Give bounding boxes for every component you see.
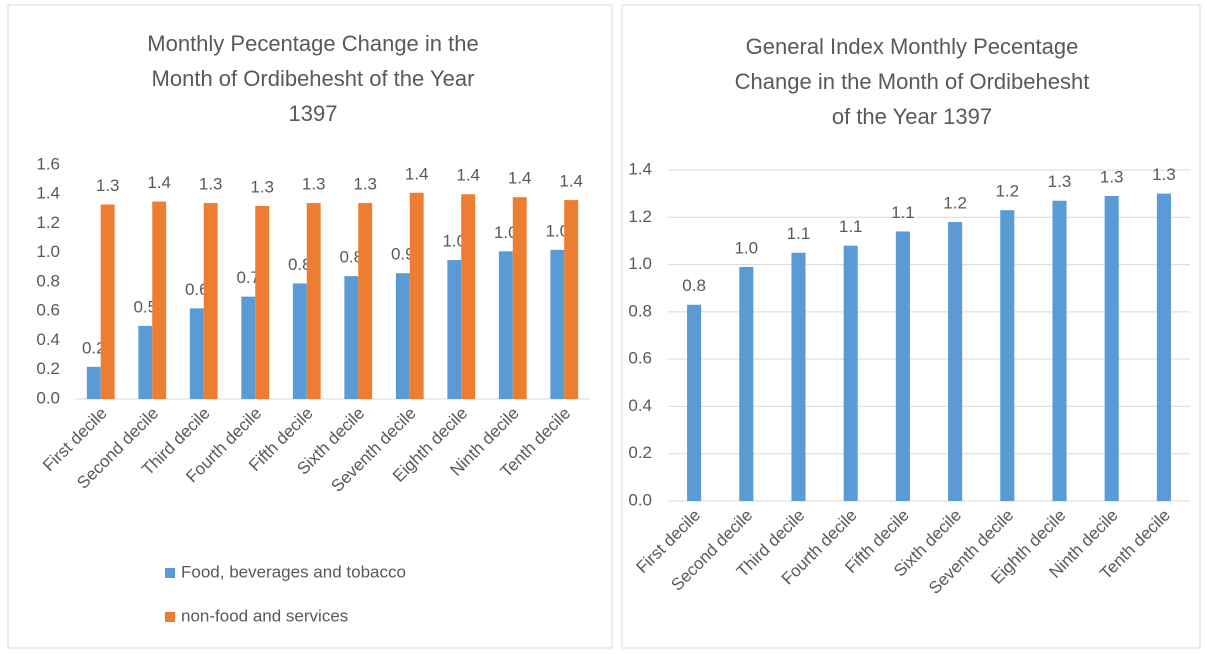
data-label: 1.4 — [147, 173, 171, 192]
bar — [687, 304, 702, 501]
data-label: 0.5 — [133, 297, 157, 316]
bar — [447, 260, 462, 399]
data-label: 1.2 — [943, 193, 967, 212]
data-label: 1.2 — [995, 182, 1019, 201]
chart-title: Change in the Month of Ordibehesht — [735, 69, 1090, 94]
y-tick-label: 0.0 — [36, 388, 60, 407]
y-tick-label: 0.8 — [628, 301, 652, 320]
bar — [138, 325, 153, 399]
data-label: 0.8 — [682, 276, 706, 295]
y-tick-label: 0.2 — [36, 359, 60, 378]
chart-title: 1397 — [289, 101, 338, 126]
data-label: 1.3 — [199, 175, 223, 194]
bar — [152, 201, 167, 399]
y-tick-label: 1.2 — [628, 207, 652, 226]
bar — [564, 200, 579, 399]
data-label: 0.7 — [236, 268, 260, 287]
chart-title: Monthly Pecentage Change in the — [147, 31, 478, 56]
data-label: 1.4 — [508, 169, 532, 188]
legend-swatch — [165, 612, 175, 622]
y-tick-label: 1.6 — [36, 154, 60, 173]
bar — [358, 203, 373, 399]
y-tick-label: 0.2 — [628, 443, 652, 462]
data-label: 1.0 — [442, 232, 466, 251]
bar — [843, 245, 858, 501]
data-label: 1.3 — [96, 176, 120, 195]
bar — [1000, 210, 1015, 501]
data-label: 0.8 — [288, 255, 312, 274]
data-label: 1.3 — [250, 177, 274, 196]
data-label: 1.0 — [734, 238, 758, 257]
data-label: 1.4 — [405, 164, 429, 183]
y-tick-label: 1.2 — [36, 213, 60, 232]
legend-label: Food, beverages and tobacco — [181, 562, 406, 581]
data-label: 1.3 — [1100, 167, 1124, 186]
bar — [1156, 193, 1171, 501]
bar — [739, 266, 754, 501]
bar — [189, 308, 204, 399]
bar — [550, 249, 565, 399]
data-label: 1.1 — [787, 224, 811, 243]
data-label: 1.4 — [456, 166, 480, 185]
data-label: 1.3 — [1048, 172, 1072, 191]
legend-label: non-food and services — [181, 606, 348, 625]
bar — [86, 366, 101, 399]
bar — [498, 251, 513, 399]
bar — [512, 197, 527, 399]
y-tick-label: 1.0 — [628, 254, 652, 273]
right-panel — [621, 4, 1201, 649]
bar — [306, 203, 321, 399]
data-label: 1.3 — [1152, 165, 1176, 184]
bar — [255, 205, 270, 399]
y-tick-label: 0.8 — [36, 271, 60, 290]
data-label: 0.2 — [82, 338, 106, 357]
data-label: 0.6 — [185, 280, 209, 299]
y-tick-label: 0.0 — [628, 490, 652, 509]
y-tick-label: 0.6 — [36, 301, 60, 320]
y-tick-label: 1.0 — [36, 242, 60, 261]
bar — [948, 222, 963, 501]
y-tick-label: 1.4 — [36, 184, 60, 203]
bar — [203, 203, 218, 399]
bar — [1052, 200, 1067, 501]
bar — [100, 204, 115, 399]
bar — [1104, 196, 1119, 501]
bar — [461, 194, 476, 399]
y-tick-label: 0.4 — [628, 396, 652, 415]
data-label: 1.0 — [494, 223, 518, 242]
data-label: 1.1 — [891, 203, 915, 222]
bar — [344, 276, 359, 399]
bar — [409, 192, 424, 399]
bar — [791, 252, 806, 501]
data-label: 1.3 — [353, 175, 377, 194]
data-label: 1.0 — [545, 221, 569, 240]
data-label: 0.8 — [339, 248, 363, 267]
data-label: 1.3 — [302, 175, 326, 194]
data-label: 1.1 — [839, 217, 863, 236]
chart-title: of the Year 1397 — [832, 104, 992, 129]
y-tick-label: 0.4 — [36, 330, 60, 349]
y-tick-label: 0.6 — [628, 349, 652, 368]
bar — [395, 273, 410, 399]
bar — [241, 296, 256, 399]
legend-swatch — [165, 568, 175, 578]
data-label: 1.4 — [559, 172, 583, 191]
chart-title: General Index Monthly Pecentage — [746, 34, 1079, 59]
data-label: 0.9 — [391, 245, 415, 264]
bar — [292, 283, 307, 399]
y-tick-label: 1.4 — [628, 159, 652, 178]
bar — [895, 231, 910, 501]
chart-title: Month of Ordibehesht of the Year — [152, 66, 475, 91]
